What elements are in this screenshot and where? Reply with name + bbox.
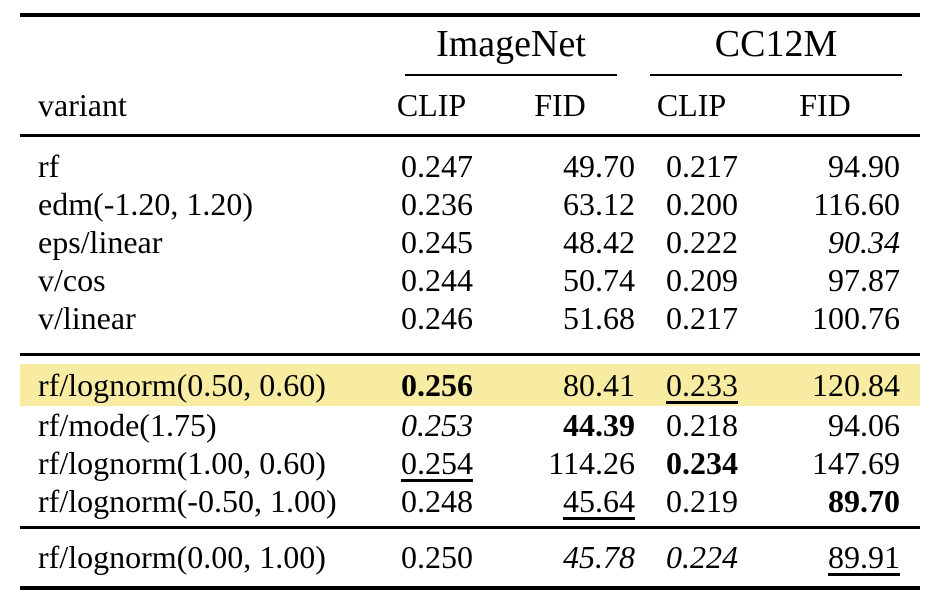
- table-row-highlighted: rf/lognorm(0.50, 0.60) 0.256 80.41 0.233…: [20, 356, 921, 406]
- cc12m-fid-cell: 89.70: [750, 482, 921, 529]
- variant-cell: rf/mode(1.75): [38, 407, 217, 443]
- variant-cell: v/linear: [20, 299, 390, 356]
- corner-spacer: [20, 17, 390, 76]
- cc12m-clip-cell: 0.219: [645, 482, 750, 529]
- imagenet-clip-cell: 0.247: [401, 148, 473, 184]
- imagenet-clip-cell: 0.246: [390, 299, 485, 356]
- variant-cell: edm(-1.20, 1.20): [38, 186, 254, 222]
- table-row: rf/lognorm(1.00, 0.60) 0.254 114.26 0.23…: [20, 444, 920, 482]
- imagenet-fid-cell: 45.64: [485, 482, 645, 529]
- cc12m-fid-cell: 97.87: [828, 262, 901, 298]
- imagenet-group-label: ImageNet: [405, 17, 617, 76]
- column-group-imagenet: ImageNet: [390, 17, 645, 76]
- imagenet-fid-header: FID: [485, 76, 645, 137]
- imagenet-fid-cell: 63.12: [563, 186, 635, 222]
- imagenet-fid-cell: 80.41: [485, 356, 645, 406]
- variant-cell: rf/lognorm(0.00, 1.00): [38, 539, 326, 575]
- imagenet-clip-cell: 0.248: [390, 482, 485, 529]
- cc12m-fid-cell: 120.84: [750, 356, 921, 406]
- imagenet-clip-cell: 0.244: [401, 262, 473, 298]
- imagenet-clip-cell: 0.245: [401, 224, 473, 260]
- results-table: ImageNet CC12M variant CLIP FID CLIP FID…: [20, 13, 921, 590]
- variant-cell: v/cos: [38, 262, 106, 298]
- cc12m-fid-header: FID: [750, 76, 921, 137]
- cc12m-clip-cell: 0.200: [666, 186, 738, 222]
- imagenet-fid-cell: 114.26: [548, 445, 635, 481]
- variant-cell: rf: [38, 148, 60, 184]
- imagenet-clip-cell: 0.256: [390, 356, 485, 406]
- cc12m-clip-header: CLIP: [645, 76, 750, 137]
- variant-cell: rf/lognorm(1.00, 0.60): [38, 445, 326, 481]
- cc12m-clip-cell: 0.222: [666, 224, 738, 260]
- metric-header-row: variant CLIP FID CLIP FID: [20, 76, 921, 137]
- cc12m-clip-cell: 0.224: [666, 539, 738, 575]
- variant-cell: rf/lognorm(-0.50, 1.00): [20, 482, 390, 529]
- cc12m-fid-cell: 94.06: [828, 407, 901, 443]
- cc12m-group-label: CC12M: [650, 17, 903, 76]
- imagenet-clip-cell: 0.236: [401, 186, 473, 222]
- results-table-container: ImageNet CC12M variant CLIP FID CLIP FID…: [20, 13, 921, 590]
- imagenet-fid-cell: 45.78: [563, 539, 635, 575]
- imagenet-clip-cell: 0.254: [401, 445, 473, 481]
- cc12m-clip-cell: 0.209: [666, 262, 738, 298]
- cc12m-clip-cell: 0.233: [645, 356, 750, 406]
- cc12m-clip-cell: 0.218: [666, 407, 738, 443]
- variant-cell: rf/lognorm(0.50, 0.60): [20, 356, 390, 406]
- table-header: ImageNet CC12M variant CLIP FID CLIP FID: [20, 17, 921, 137]
- table-row: rf/lognorm(-0.50, 1.00) 0.248 45.64 0.21…: [20, 482, 921, 529]
- imagenet-clip-cell: 0.250: [401, 539, 473, 575]
- imagenet-clip-header: CLIP: [390, 76, 485, 137]
- table-row: rf/lognorm(0.00, 1.00) 0.250 45.78 0.224…: [20, 529, 920, 586]
- baseline-variants-block: rf 0.247 49.70 0.217 94.90 edm(-1.20, 1.…: [20, 137, 921, 356]
- imagenet-fid-cell: 50.74: [563, 262, 635, 298]
- imagenet-clip-cell: 0.253: [401, 407, 473, 443]
- table-row: v/cos 0.244 50.74 0.209 97.87: [20, 261, 920, 299]
- cc12m-fid-cell: 116.60: [813, 186, 901, 222]
- cc12m-fid-cell: 100.76: [750, 299, 921, 356]
- group-header-row: ImageNet CC12M: [20, 17, 920, 76]
- table-row: edm(-1.20, 1.20) 0.236 63.12 0.200 116.6…: [20, 185, 920, 223]
- column-group-cc12m: CC12M: [645, 17, 920, 76]
- imagenet-fid-cell: 44.39: [563, 407, 635, 443]
- rf-variants-block: rf/lognorm(0.50, 0.60) 0.256 80.41 0.233…: [20, 356, 921, 529]
- cc12m-clip-cell: 0.217: [666, 148, 738, 184]
- cc12m-fid-cell: 90.34: [828, 224, 901, 260]
- imagenet-fid-cell: 48.42: [563, 224, 635, 260]
- table-row: rf 0.247 49.70 0.217 94.90: [20, 137, 920, 185]
- table-row: eps/linear 0.245 48.42 0.222 90.34: [20, 223, 920, 261]
- variant-column-header: variant: [20, 76, 390, 137]
- cc12m-fid-cell: 94.90: [828, 148, 901, 184]
- variant-cell: eps/linear: [38, 224, 163, 260]
- cc12m-fid-cell: 89.91: [828, 539, 901, 575]
- table-row: rf/mode(1.75) 0.253 44.39 0.218 94.06: [20, 406, 920, 444]
- cc12m-clip-cell: 0.234: [666, 445, 738, 481]
- imagenet-fid-cell: 51.68: [485, 299, 645, 356]
- final-variant-block: rf/lognorm(0.00, 1.00) 0.250 45.78 0.224…: [20, 529, 920, 586]
- table-row: v/linear 0.246 51.68 0.217 100.76: [20, 299, 921, 356]
- imagenet-fid-cell: 49.70: [563, 148, 635, 184]
- cc12m-clip-cell: 0.217: [645, 299, 750, 356]
- cc12m-fid-cell: 147.69: [812, 445, 901, 481]
